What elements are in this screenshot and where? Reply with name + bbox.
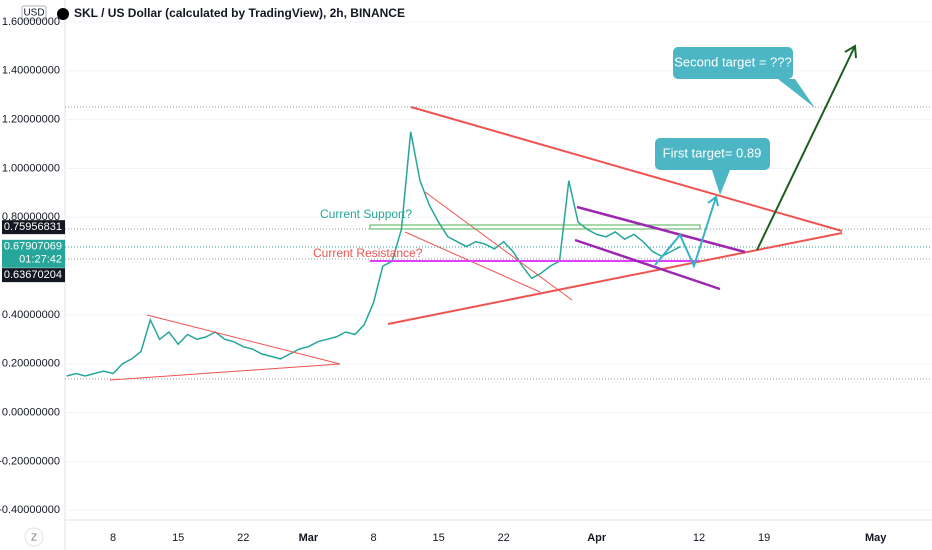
arrow-head xyxy=(844,44,857,59)
grid xyxy=(65,21,932,511)
currency: USD xyxy=(23,8,44,19)
x-tick-label: Mar xyxy=(299,532,319,544)
y-tick-label: -0.20000000 xyxy=(0,455,60,467)
y-tick-label: 1.00000000 xyxy=(2,162,60,174)
price-marker-label: 0.67907069 xyxy=(4,241,62,253)
target-arrow xyxy=(756,45,856,251)
triangle-upper xyxy=(410,106,843,232)
channel-line xyxy=(424,191,573,301)
symbol-logo xyxy=(57,8,69,20)
price-marker-label: 0.63670204 xyxy=(4,269,62,281)
price-marker xyxy=(2,268,65,283)
price-markers: 0.75956831 0.67907069 0.63670204 01:27:42 xyxy=(2,220,65,283)
drawings xyxy=(109,44,857,381)
y-tick-label: 0.80000000 xyxy=(2,211,60,223)
callout-text: Second target = ??? xyxy=(674,54,791,69)
x-tick-label: 8 xyxy=(110,532,116,544)
x-tick-label: 22 xyxy=(237,532,249,544)
timezone-label[interactable]: Z xyxy=(31,533,37,544)
price-marker-label: 0.75956831 xyxy=(4,221,62,233)
price-marker xyxy=(2,220,65,235)
x-tick-label: 12 xyxy=(693,532,705,544)
x-tick-label: 19 xyxy=(758,532,770,544)
chart-title: SKL / US Dollar (calculated by TradingVi… xyxy=(74,6,405,20)
x-tick-label: 15 xyxy=(432,532,444,544)
plot xyxy=(66,131,681,377)
x-tick-label: 15 xyxy=(172,532,184,544)
y-tick-label: 0.40000000 xyxy=(2,309,60,321)
y-tick-label: 1.60000000 xyxy=(2,16,60,28)
resistance-label: Current Resistance? xyxy=(313,246,423,260)
y-tick-label: 0.00000000 xyxy=(2,406,60,418)
levels xyxy=(65,106,932,380)
price-line xyxy=(66,131,681,377)
trend-line xyxy=(109,363,341,381)
y-tick-label: -0.40000000 xyxy=(0,504,60,516)
purple-channel xyxy=(576,205,746,254)
price-marker xyxy=(2,239,65,268)
y-tick-label: 1.20000000 xyxy=(2,114,60,126)
triangle-lower xyxy=(387,232,843,325)
callout xyxy=(655,138,770,195)
x-tick-label: 8 xyxy=(370,532,376,544)
countdown: 01:27:42 xyxy=(19,254,62,266)
currency-box xyxy=(21,5,47,21)
projection-path xyxy=(654,196,717,269)
callout-text: First target= 0.89 xyxy=(663,145,762,160)
x-tick-label: Apr xyxy=(587,532,607,544)
x-tick-label: May xyxy=(865,532,887,544)
support-label: Current Support? xyxy=(320,207,412,221)
callout xyxy=(673,47,815,108)
support-zone xyxy=(369,224,701,230)
y-tick-label: 0.20000000 xyxy=(2,358,60,370)
purple-channel xyxy=(574,238,721,291)
y-tick-label: 1.40000000 xyxy=(2,65,60,77)
arrow-head xyxy=(707,195,719,207)
x-tick-label: 22 xyxy=(498,532,510,544)
trend-line xyxy=(146,314,341,365)
timezone-button[interactable] xyxy=(24,527,44,547)
